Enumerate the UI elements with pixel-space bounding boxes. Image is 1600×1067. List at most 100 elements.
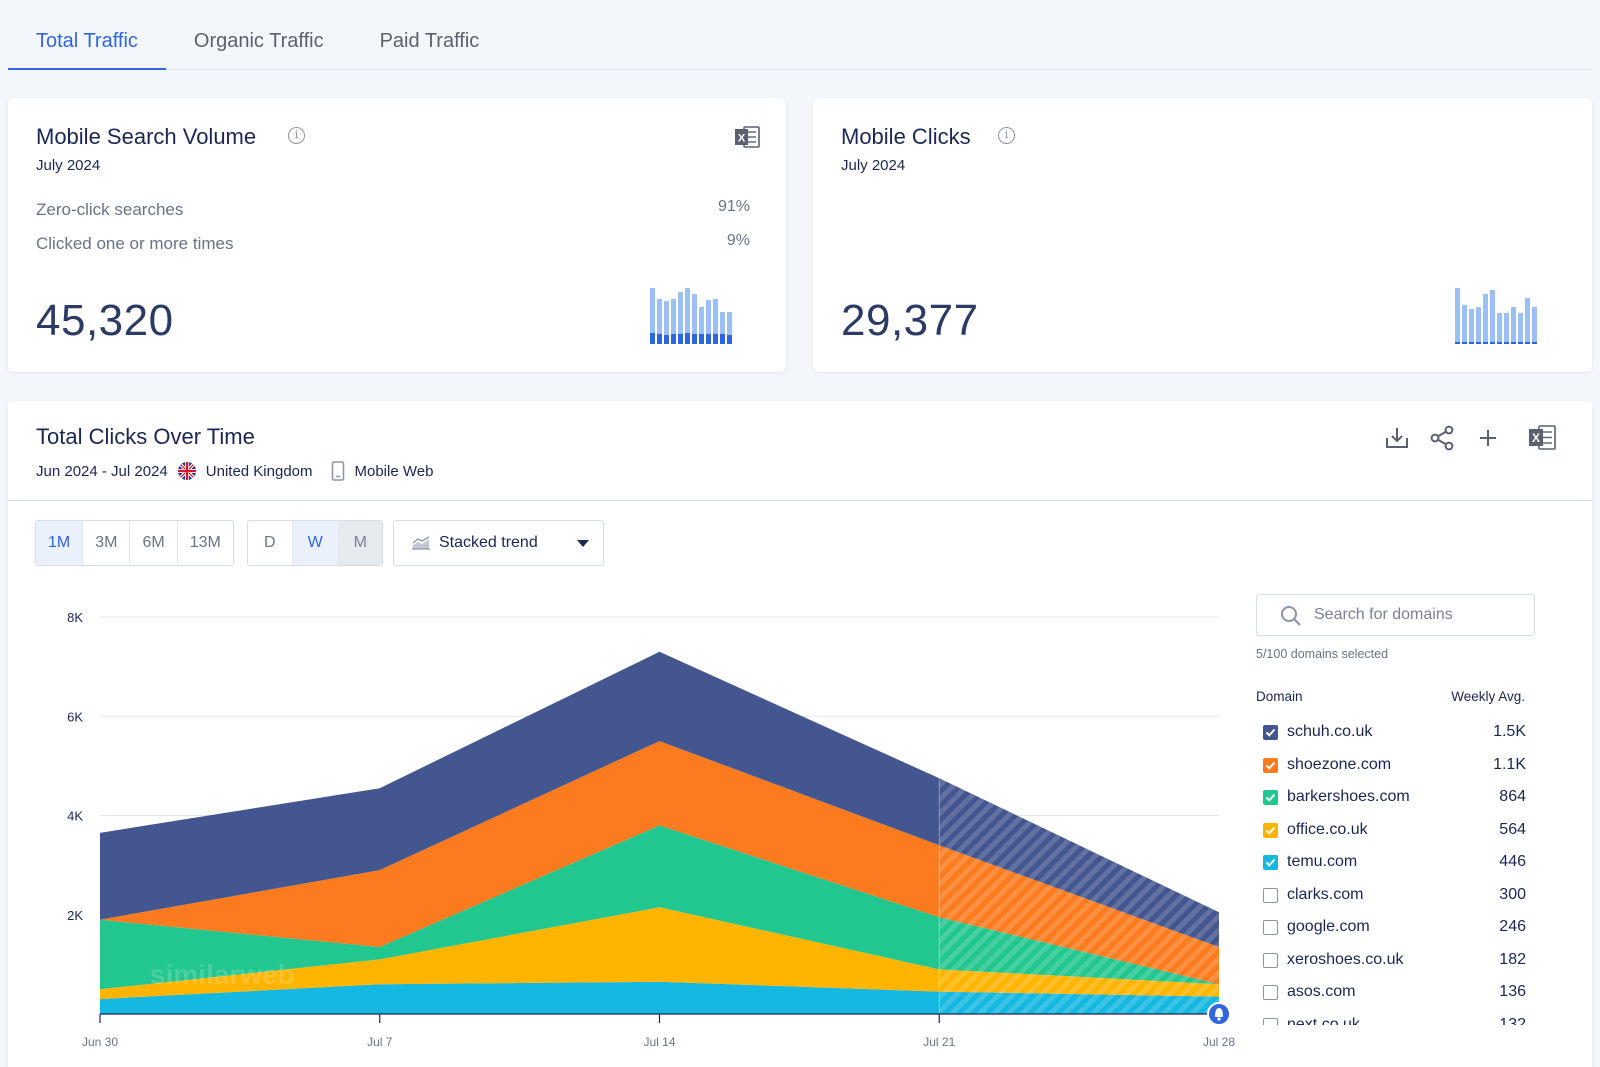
sparkline-bar	[1469, 308, 1474, 344]
range-selector: 1M 3M 6M 13M	[35, 520, 234, 566]
weekly-avg-column-header[interactable]: Weekly Avg.	[1451, 689, 1525, 704]
search-volume-period: July 2024	[36, 157, 101, 174]
x-tick-label: Jul 7	[367, 1035, 393, 1049]
checkbox-checked[interactable]	[1263, 757, 1278, 773]
domain-row[interactable]: barkershoes.com 864	[1256, 785, 1526, 811]
sparkline-bar	[1497, 312, 1502, 344]
range-13m-button[interactable]: 13M	[189, 534, 221, 551]
range-1m-button[interactable]: 1M	[36, 521, 84, 565]
sparkline-bar	[1511, 306, 1516, 344]
clicks-over-time-title: Total Clicks Over Time	[36, 424, 255, 449]
tab-organic-traffic[interactable]: Organic Traffic	[193, 30, 324, 52]
domain-search-input[interactable]	[1314, 595, 1524, 635]
add-icon[interactable]	[1473, 423, 1503, 453]
chevron-down-icon	[577, 540, 589, 547]
domain-weekly-avg: 564	[1499, 820, 1526, 838]
y-tick-label: 6K	[67, 709, 83, 724]
search-volume-total: 45,320	[36, 296, 174, 345]
alert-bell-icon[interactable]	[1207, 1002, 1231, 1026]
date-range: Jun 2024 - Jul 2024	[36, 462, 168, 480]
sparkline-bar	[685, 288, 690, 344]
domain-row[interactable]: asos.com 136	[1256, 980, 1526, 1006]
share-icon[interactable]	[1427, 423, 1457, 453]
search-volume-sparkline	[650, 288, 732, 344]
domain-weekly-avg: 182	[1499, 950, 1526, 968]
download-icon[interactable]	[1382, 423, 1412, 453]
domain-name: office.co.uk	[1287, 820, 1368, 838]
sparkline-bar	[664, 300, 669, 344]
checkmark-icon	[1265, 858, 1276, 867]
sparkline-bar	[692, 294, 697, 344]
checkbox-unchecked[interactable]	[1263, 920, 1278, 935]
area-schuh-co-uk	[100, 651, 1219, 948]
info-icon[interactable]: i	[288, 127, 305, 144]
search-volume-card: Mobile Search Volume i July 2024 X Zero-…	[8, 98, 786, 372]
sparkline-bar	[1462, 304, 1467, 344]
checkmark-icon	[1265, 793, 1276, 802]
checkbox-unchecked[interactable]	[1263, 952, 1278, 968]
sparkline-bar	[713, 298, 718, 344]
domain-search	[1256, 594, 1535, 636]
domain-name: schuh.co.uk	[1287, 723, 1373, 740]
domain-weekly-avg: 136	[1499, 983, 1526, 1000]
mobile-device-icon	[331, 461, 344, 481]
mobile-clicks-card: Mobile Clicks i July 2024 29,377	[813, 98, 1592, 372]
traffic-tabs: Total Traffic Organic Traffic Paid Traff…	[8, 0, 1592, 70]
domain-row[interactable]: google.com 246	[1256, 915, 1526, 941]
domain-row[interactable]: temu.com 446	[1256, 850, 1526, 876]
domain-row[interactable]: schuh.co.uk 1.5K	[1256, 720, 1526, 746]
domain-weekly-avg: 446	[1499, 853, 1526, 870]
info-icon[interactable]: i	[998, 127, 1015, 144]
range-6m-button[interactable]: 6M	[130, 521, 178, 565]
chart-type-label: Stacked trend	[439, 534, 538, 551]
zero-click-value: 91%	[717, 198, 750, 215]
domain-name: temu.com	[1287, 853, 1358, 870]
excel-icon[interactable]: X	[734, 125, 760, 149]
chart-type-dropdown[interactable]: Stacked trend	[393, 520, 604, 566]
sparkline-bar	[671, 298, 676, 344]
granularity-day-button[interactable]: D	[248, 521, 293, 565]
domains-selected-count: 5/100 domains selected	[1256, 647, 1389, 661]
domain-row[interactable]: office.co.uk 564	[1256, 818, 1526, 844]
checkbox-checked[interactable]	[1263, 855, 1278, 870]
excel-icon[interactable]: X	[1527, 423, 1557, 453]
y-tick-label: 4K	[67, 809, 83, 824]
domain-weekly-avg: 132	[1499, 1015, 1526, 1026]
x-tick-label: Jun 30	[82, 1035, 118, 1049]
range-3m-button[interactable]: 3M	[83, 521, 131, 565]
checkbox-checked[interactable]	[1263, 790, 1278, 805]
mobile-clicks-total: 29,377	[841, 296, 979, 345]
tab-paid-traffic[interactable]: Paid Traffic	[379, 30, 480, 52]
domain-weekly-avg: 300	[1499, 885, 1526, 903]
granularity-month-button[interactable]: M	[338, 521, 382, 565]
checkmark-icon	[1265, 728, 1276, 737]
chart-meta: Jun 2024 - Jul 2024 United Kingdom Mobil…	[36, 461, 433, 481]
domain-row[interactable]: xeroshoes.co.uk 182	[1256, 948, 1526, 974]
x-tick-label: Jul 28	[1203, 1035, 1235, 1049]
checkbox-unchecked[interactable]	[1263, 1017, 1278, 1025]
domain-weekly-avg: 1.1K	[1493, 755, 1526, 773]
checkbox-unchecked[interactable]	[1263, 985, 1278, 1000]
checkbox-checked[interactable]	[1263, 725, 1278, 740]
sparkline-bar	[727, 311, 732, 344]
sparkline-bar	[1525, 298, 1530, 344]
domain-row[interactable]: clarks.com 300	[1256, 883, 1526, 909]
domain-row[interactable]: next.co.uk 132	[1256, 1013, 1526, 1026]
mobile-clicks-title: Mobile Clicks	[841, 124, 971, 149]
svg-text:X: X	[1532, 431, 1540, 445]
similarweb-watermark: similarweb	[150, 959, 295, 990]
domain-row[interactable]: shoezone.com 1.1K	[1256, 753, 1526, 779]
domain-name: asos.com	[1287, 983, 1356, 1000]
tab-total-traffic[interactable]: Total Traffic	[8, 0, 166, 70]
zero-click-label: Zero-click searches	[36, 200, 184, 219]
x-tick-label: Jul 21	[923, 1035, 955, 1049]
granularity-week-button[interactable]: W	[292, 521, 339, 565]
sparkline-bar	[657, 298, 662, 344]
domain-name: xeroshoes.co.uk	[1287, 950, 1404, 968]
checkbox-checked[interactable]	[1263, 822, 1278, 838]
domain-name: clarks.com	[1287, 885, 1364, 903]
checkbox-unchecked[interactable]	[1263, 887, 1278, 903]
area-chart-icon	[412, 536, 430, 550]
device-label: Mobile Web	[354, 462, 434, 480]
domain-weekly-avg: 1.5K	[1493, 723, 1526, 740]
